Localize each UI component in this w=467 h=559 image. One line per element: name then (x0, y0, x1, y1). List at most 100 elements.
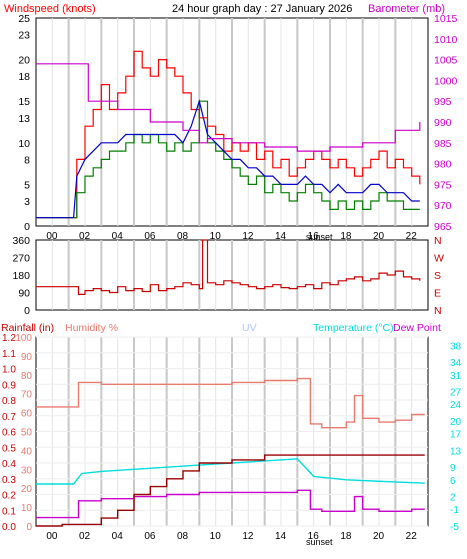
rain-y-tick: 0.2 (2, 491, 16, 502)
uv-axis-title: UV (242, 322, 257, 334)
baro-y-tick: 965 (434, 221, 452, 233)
temperature-y-tick: 9 (450, 463, 456, 474)
wind-panel-x-tick: 08 (177, 231, 189, 242)
temp-panel-x-tick: 02 (79, 531, 91, 542)
wind-y-tick: 8 (24, 154, 30, 166)
wind-y-tick: 13 (18, 113, 30, 125)
temp-panel-x-tick: 04 (112, 531, 124, 542)
humidity-y-tick: 0 (26, 522, 32, 533)
humidity-y-tick: 50 (21, 428, 33, 439)
temperature-y-tick: 38 (450, 341, 462, 352)
direction-y-tick: 90 (18, 288, 30, 300)
temp-panel-x-tick: 18 (340, 531, 352, 542)
wind-panel-x-tick: 22 (406, 231, 418, 242)
temperature-axis-title: Temperature (°C) (313, 322, 394, 334)
wind-panel-x-tick: 12 (242, 231, 254, 242)
humidity-y-tick: 40 (21, 446, 33, 457)
graph-title: 24 hour graph day : 27 January 2026 (172, 3, 352, 15)
temp-panel-x-tick: 06 (144, 531, 156, 542)
wind-panel-x-tick: 04 (112, 231, 124, 242)
wind-y-tick: 10 (18, 138, 30, 150)
rain-y-tick: 1.0 (2, 365, 16, 376)
temp-panel-x-tick: 10 (210, 531, 222, 542)
average-series-line (36, 100, 420, 219)
humidity-y-tick: 100 (15, 333, 32, 344)
wind-y-tick: 3 (24, 196, 30, 208)
rain-y-tick: 0.8 (2, 396, 16, 407)
rain-y-tick: 1.1 (2, 349, 16, 360)
windspeed-axis-title: Windspeed (knots) (4, 3, 96, 15)
baro-y-tick: 1000 (434, 75, 458, 87)
wind-y-tick: 25 (18, 13, 30, 25)
wind-panel-x-tick: 16 (308, 231, 320, 242)
baro-y-tick: 975 (434, 179, 452, 191)
baro-y-tick: 980 (434, 159, 452, 171)
direction-compass-label: S (434, 270, 441, 282)
humidity-y-tick: 20 (21, 484, 33, 495)
wind-panel-x-tick: 06 (144, 231, 156, 242)
direction-compass-label: N (434, 305, 442, 317)
humidity-axis-title: Humidity % (65, 322, 118, 334)
direction-compass-label: E (434, 288, 441, 300)
wind-panel-x-tick: 18 (340, 231, 352, 242)
rain-y-tick: 0.4 (2, 459, 16, 470)
temperature-y-tick: 31 (450, 371, 462, 382)
baro-y-tick: 995 (434, 96, 452, 108)
temp-panel-x-tick: 08 (177, 531, 189, 542)
wind-panel-x-tick: 20 (373, 231, 385, 242)
direction-y-tick: 180 (12, 270, 30, 282)
gust-series-line (36, 50, 421, 219)
temperature-y-tick: 13 (450, 446, 462, 457)
humidity-y-tick: 70 (21, 390, 33, 401)
temperature-y-tick: 17 (450, 430, 462, 441)
temp-panel-x-tick: 20 (373, 531, 385, 542)
temp-panel-x-tick: 14 (275, 531, 287, 542)
temperature-y-tick: 20 (450, 417, 462, 428)
temp-panel-x-tick: 12 (242, 531, 254, 542)
rain-y-tick: 0.7 (2, 412, 16, 423)
baro-y-tick: 1005 (434, 55, 458, 67)
direction-y-tick: 270 (12, 253, 30, 265)
wind-panel-x-tick: 14 (275, 231, 287, 242)
temperature-y-tick: -5 (450, 522, 459, 533)
temp-panel-x-tick: 00 (46, 531, 58, 542)
temperature-series-line (36, 458, 425, 485)
direction-compass-label: W (434, 253, 444, 265)
wind-y-tick: 23 (18, 30, 30, 42)
humidity-y-tick: 60 (21, 409, 33, 420)
rainfall-axis-title: Rainfall (in) (1, 322, 54, 334)
rain-y-tick: 0.9 (2, 380, 16, 391)
temp-panel-x-tick: 16 (308, 531, 320, 542)
temperature-y-tick: 2 (450, 493, 456, 504)
rainfall-series-line (36, 454, 425, 527)
dewpoint-axis-title: Dew Point (393, 322, 441, 334)
barometer-series-line (36, 63, 421, 152)
temperature-y-tick: 6 (450, 476, 456, 487)
direction-y-tick: 360 (12, 235, 30, 247)
barometer-axis-title: Barometer (mb) (368, 3, 445, 15)
baro-y-tick: 1010 (434, 34, 458, 46)
temperature-y-tick: 34 (450, 358, 462, 369)
sunset-label-top: sunset (306, 232, 333, 242)
rain-y-tick: 0.5 (2, 443, 16, 454)
temperature-y-tick: 24 (450, 400, 462, 411)
rain-y-tick: 0.6 (2, 428, 16, 439)
humidity-y-tick: 90 (21, 352, 33, 363)
baro-y-tick: 970 (434, 200, 452, 212)
direction-series-line (36, 239, 421, 295)
wind-panel-x-tick: 10 (210, 231, 222, 242)
rain-y-tick: 0.3 (2, 475, 16, 486)
humidity-y-tick: 30 (21, 465, 33, 476)
baro-y-tick: 990 (434, 117, 452, 129)
dewpoint-series-line (36, 489, 425, 519)
direction-y-tick: 0 (24, 305, 30, 317)
wind-y-tick: 5 (24, 179, 30, 191)
temperature-y-tick: 27 (450, 388, 462, 399)
humidity-series-line (36, 377, 425, 429)
wind-y-tick: 0 (24, 221, 30, 233)
wind-y-tick: 20 (18, 55, 30, 67)
sunset-label-bottom: sunset (306, 537, 333, 547)
humidity-y-tick: 10 (21, 503, 33, 514)
